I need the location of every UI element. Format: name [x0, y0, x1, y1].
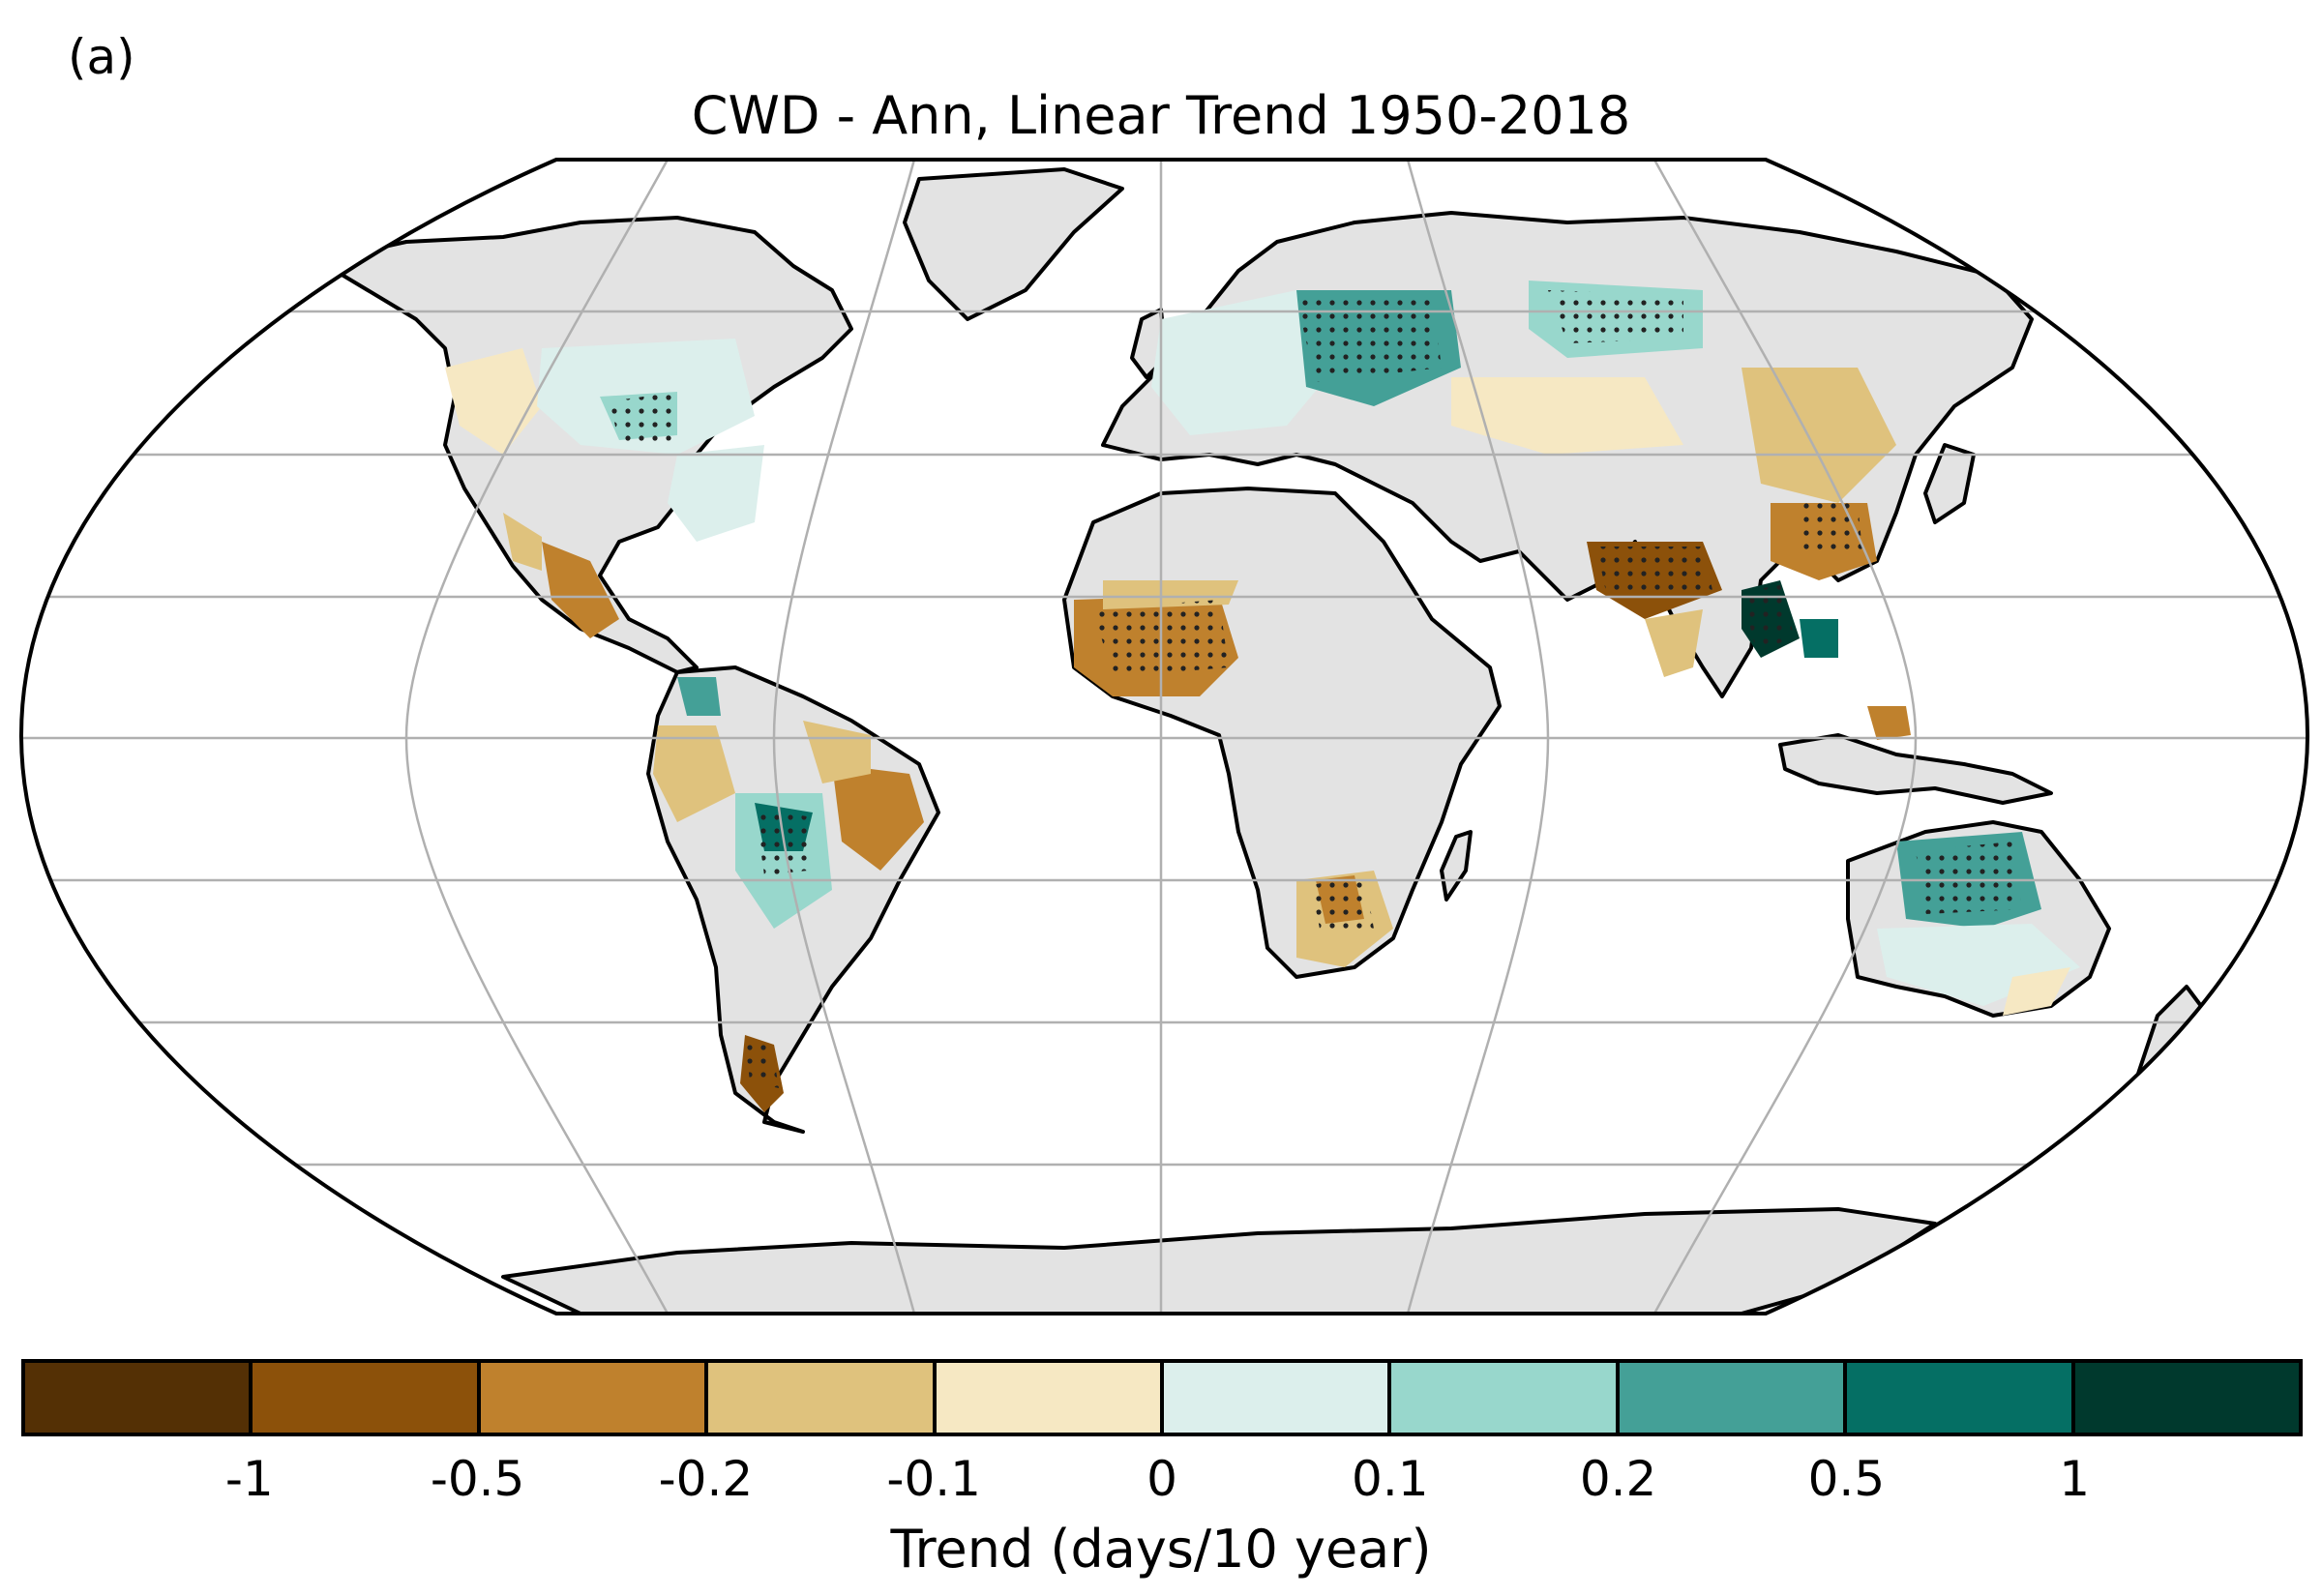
- colorbar-label: Trend (days/10 year): [890, 1519, 1432, 1580]
- mexico-lt: [503, 513, 542, 571]
- colorbar-tick-label: 1: [2059, 1451, 2091, 1507]
- colorbar-segment: [1847, 1363, 2075, 1433]
- colorbar-segment: [708, 1363, 937, 1433]
- colorbar-segment: [253, 1363, 481, 1433]
- madagascar: [1440, 830, 1473, 901]
- colorbar-segment: [480, 1363, 709, 1433]
- sa-east-neg: [832, 764, 924, 871]
- greenland: [903, 167, 1124, 321]
- world-map: [18, 158, 2310, 1315]
- central-asia-lt: [1451, 377, 1683, 455]
- sa-east-lt: [803, 721, 871, 783]
- colorbar-tick-label: -0.1: [886, 1451, 981, 1507]
- mexico-neg: [542, 542, 619, 638]
- sa-north-pos: [677, 677, 721, 716]
- antarctica: [501, 1207, 1937, 1314]
- colorbar-segment: [25, 1363, 253, 1433]
- east-asia-neg: [1742, 368, 1896, 503]
- colorbar-segment: [1391, 1363, 1620, 1433]
- colorbar-tick-label: 0.5: [1807, 1451, 1886, 1507]
- map-title: CWD - Ann, Linear Trend 1950-2018: [691, 85, 1631, 146]
- maritime-continent: [1778, 733, 2053, 805]
- colorbar-tick-label: 0: [1146, 1451, 1177, 1507]
- india-lt: [1645, 609, 1703, 677]
- colorbar-segment: [1164, 1363, 1392, 1433]
- colorbar: [21, 1359, 2303, 1436]
- europe-pos: [1151, 290, 1335, 435]
- na-east-mixed: [668, 445, 764, 542]
- japan: [1923, 443, 1976, 524]
- colorbar-segment: [2074, 1363, 2300, 1433]
- colorbar-tick-label: -0.5: [430, 1451, 525, 1507]
- globe-border: [18, 158, 2310, 1315]
- graticule: [21, 160, 2307, 1314]
- colorbar-tick-label: 0.1: [1352, 1451, 1429, 1507]
- colorbar-tick-label: 0.2: [1579, 1451, 1657, 1507]
- colorbar-tick-label: -1: [224, 1451, 274, 1507]
- australia-se-neg: [2003, 967, 2070, 1016]
- sa-west-neg: [653, 725, 735, 822]
- colorbar-tick-label: -0.2: [658, 1451, 754, 1507]
- borneo-neg: [1867, 706, 1911, 740]
- colorbar-segment: [1619, 1363, 1848, 1433]
- se-asia-mid: [1800, 619, 1838, 658]
- panel-label: (a): [68, 29, 135, 85]
- map-content: [21, 160, 2307, 1314]
- colorbar-segment: [936, 1363, 1165, 1433]
